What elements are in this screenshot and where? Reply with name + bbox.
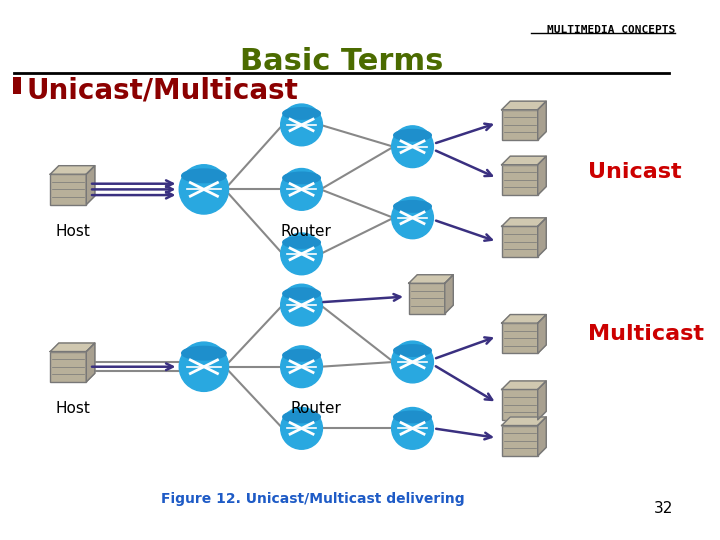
Polygon shape	[86, 166, 95, 205]
Bar	[502, 110, 538, 140]
Text: Unicast: Unicast	[588, 163, 682, 183]
Circle shape	[179, 165, 228, 214]
Ellipse shape	[283, 237, 320, 248]
Polygon shape	[502, 156, 546, 165]
Circle shape	[281, 168, 323, 210]
Text: Multicast: Multicast	[588, 323, 704, 343]
Polygon shape	[538, 101, 546, 140]
Text: MULTIMEDIA CONCEPTS: MULTIMEDIA CONCEPTS	[547, 25, 675, 35]
Bar	[13, 77, 21, 93]
Text: Router: Router	[281, 224, 332, 239]
Polygon shape	[86, 343, 95, 382]
Text: Router: Router	[290, 401, 341, 416]
Circle shape	[281, 233, 323, 275]
Polygon shape	[538, 156, 546, 195]
Circle shape	[392, 408, 433, 449]
Bar	[502, 389, 538, 420]
Polygon shape	[409, 275, 454, 284]
Ellipse shape	[283, 411, 320, 423]
Ellipse shape	[283, 288, 320, 299]
Polygon shape	[502, 315, 546, 323]
Ellipse shape	[283, 349, 320, 361]
Ellipse shape	[283, 172, 320, 184]
Circle shape	[281, 104, 323, 146]
Bar	[409, 284, 445, 314]
Ellipse shape	[181, 346, 226, 360]
Circle shape	[281, 346, 323, 388]
Text: Host: Host	[55, 401, 90, 416]
Text: Unicast/Multicast: Unicast/Multicast	[27, 77, 298, 105]
Circle shape	[281, 408, 323, 449]
Polygon shape	[445, 275, 454, 314]
Polygon shape	[538, 315, 546, 354]
Bar	[502, 323, 538, 354]
Circle shape	[179, 342, 228, 392]
Polygon shape	[502, 417, 546, 426]
Ellipse shape	[181, 169, 226, 183]
Ellipse shape	[394, 201, 431, 212]
Ellipse shape	[394, 345, 431, 356]
Polygon shape	[502, 381, 546, 389]
Text: Host: Host	[55, 224, 90, 239]
Ellipse shape	[283, 107, 320, 119]
Bar	[502, 165, 538, 195]
Polygon shape	[502, 101, 546, 110]
Bar	[50, 174, 86, 205]
Polygon shape	[538, 218, 546, 256]
Circle shape	[392, 126, 433, 167]
Text: 32: 32	[654, 502, 673, 516]
Text: Figure 12. Unicast/Multicast delivering: Figure 12. Unicast/Multicast delivering	[161, 492, 465, 507]
Circle shape	[281, 284, 323, 326]
Polygon shape	[538, 417, 546, 456]
Bar	[50, 352, 86, 382]
Polygon shape	[50, 343, 95, 352]
Circle shape	[392, 341, 433, 383]
Bar	[502, 426, 538, 456]
Text: Basic Terms: Basic Terms	[240, 47, 443, 76]
Polygon shape	[502, 218, 546, 226]
Ellipse shape	[394, 411, 431, 423]
Ellipse shape	[394, 130, 431, 141]
Polygon shape	[538, 381, 546, 420]
Bar	[502, 226, 538, 256]
Polygon shape	[50, 166, 95, 174]
Circle shape	[392, 197, 433, 239]
